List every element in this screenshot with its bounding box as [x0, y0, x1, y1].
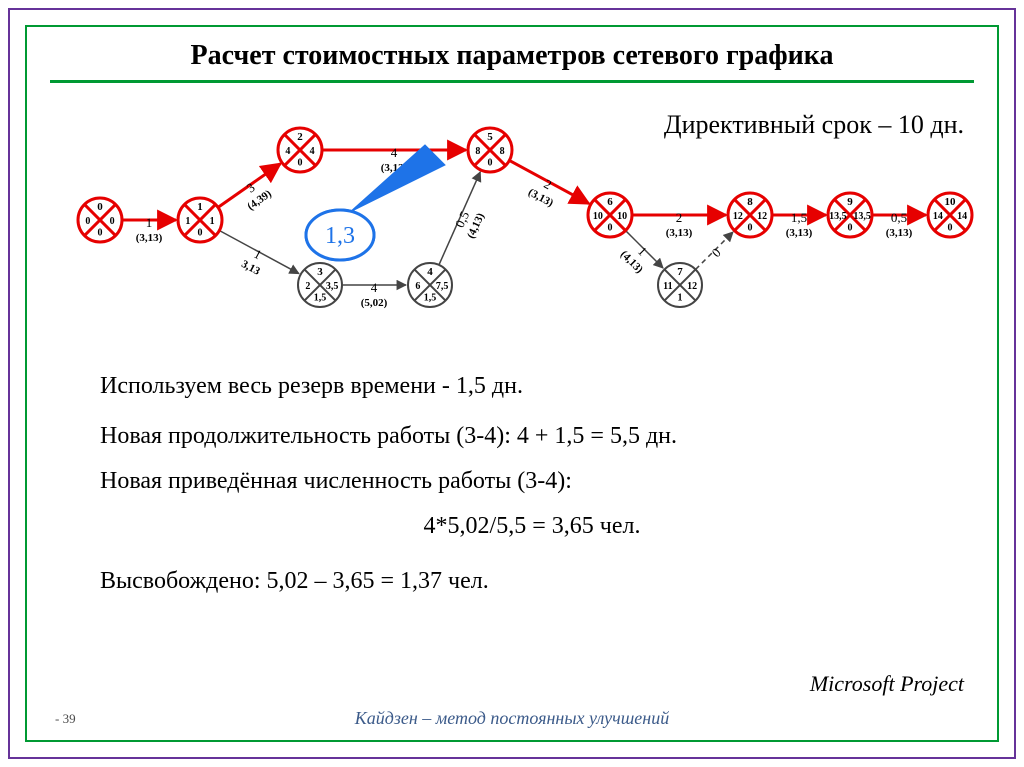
svg-text:4: 4 — [427, 266, 433, 278]
svg-text:8: 8 — [747, 196, 753, 208]
svg-text:13,5: 13,5 — [829, 211, 847, 222]
svg-text:(3,13): (3,13) — [526, 186, 555, 209]
svg-text:0: 0 — [98, 227, 103, 238]
svg-text:1: 1 — [210, 216, 215, 227]
node-8: 8 12 12 0 — [728, 193, 772, 237]
svg-text:7: 7 — [677, 266, 683, 278]
svg-text:1,5: 1,5 — [314, 292, 327, 303]
svg-text:0: 0 — [708, 245, 723, 260]
svg-text:(3,13): (3,13) — [666, 227, 693, 239]
footer-caption: Кайдзен – метод постоянных улучшений — [0, 708, 1024, 729]
text-line-1: Используем весь резерв времени - 1,5 дн. — [100, 370, 964, 404]
svg-text:2: 2 — [305, 281, 310, 292]
svg-text:0: 0 — [488, 157, 493, 168]
svg-text:3,13: 3,13 — [239, 258, 262, 278]
svg-text:3,5: 3,5 — [326, 281, 339, 292]
svg-text:2: 2 — [676, 210, 683, 225]
svg-text:1: 1 — [146, 215, 153, 230]
edge-label-1-2: 3(4,39) — [235, 174, 274, 213]
callout: 1,3 — [306, 145, 445, 260]
edge-label-1-3: 13,13 — [239, 243, 270, 278]
text-line-4: Высвобождено: 5,02 – 3,65 = 1,37 чел. — [100, 565, 964, 599]
node-10: 1014 14 0 — [928, 193, 972, 237]
node-0: 0000 — [78, 198, 122, 242]
svg-text:11: 11 — [663, 281, 672, 292]
node-6: 6 10 10 0 — [588, 193, 632, 237]
svg-text:1,3: 1,3 — [325, 223, 355, 249]
page-title: Расчет стоимостных параметров сетевого г… — [0, 40, 1024, 72]
svg-text:14: 14 — [933, 211, 943, 222]
brand-label: Microsoft Project — [810, 671, 964, 697]
svg-text:0: 0 — [748, 222, 753, 233]
svg-text:(5,02): (5,02) — [361, 297, 388, 309]
svg-text:12: 12 — [757, 211, 767, 222]
svg-text:0: 0 — [85, 216, 90, 227]
svg-text:8: 8 — [475, 146, 480, 157]
svg-text:0: 0 — [97, 201, 103, 213]
page-number: - 39 — [55, 711, 76, 727]
edges-group: 1(3,13)3(4,39)13,134(3,13)4(5,02)0,5(4,1… — [122, 145, 926, 309]
text-line-2: Новая продолжительность работы (3-4): 4 … — [100, 420, 964, 454]
svg-text:7,5: 7,5 — [436, 281, 449, 292]
svg-text:12: 12 — [733, 211, 743, 222]
svg-text:0: 0 — [608, 222, 613, 233]
svg-text:10: 10 — [593, 211, 603, 222]
text-line-3: Новая приведённая численность работы (3-… — [100, 465, 964, 499]
svg-text:13,5: 13,5 — [853, 211, 871, 222]
svg-text:0: 0 — [198, 227, 203, 238]
svg-text:0: 0 — [298, 157, 303, 168]
svg-text:(3,13): (3,13) — [786, 227, 813, 239]
node-9: 913,5 13,50 — [828, 193, 872, 237]
node-4: 46 7,51,5 — [408, 263, 452, 307]
edge-label-7-8: 0 — [708, 245, 723, 260]
svg-text:(3,13): (3,13) — [886, 227, 913, 239]
svg-text:0: 0 — [848, 222, 853, 233]
network-diagram: 1(3,13)3(4,39)13,134(3,13)4(5,02)0,5(4,1… — [40, 100, 980, 330]
svg-text:10: 10 — [945, 196, 957, 208]
svg-text:2: 2 — [297, 131, 303, 143]
svg-text:1: 1 — [185, 216, 190, 227]
svg-text:10: 10 — [617, 211, 627, 222]
svg-text:0,5: 0,5 — [891, 210, 907, 225]
svg-text:1: 1 — [678, 292, 683, 303]
svg-text:14: 14 — [957, 211, 967, 222]
svg-text:8: 8 — [500, 146, 505, 157]
svg-text:4: 4 — [310, 146, 315, 157]
svg-text:4: 4 — [285, 146, 290, 157]
svg-text:0: 0 — [110, 216, 115, 227]
text-formula: 4*5,02/5,5 = 3,65 чел. — [100, 510, 964, 544]
svg-text:(3,13): (3,13) — [136, 232, 163, 244]
svg-text:1: 1 — [635, 243, 650, 258]
svg-text:4: 4 — [391, 145, 398, 160]
node-1: 1110 — [178, 198, 222, 242]
svg-text:6: 6 — [607, 196, 613, 208]
title-underline — [50, 80, 974, 83]
svg-text:3: 3 — [317, 266, 323, 278]
svg-text:6: 6 — [415, 281, 420, 292]
svg-text:1: 1 — [197, 201, 203, 213]
nodes-group: 000011102440323,51,5467,51,5588061010071… — [78, 128, 972, 307]
svg-text:9: 9 — [847, 196, 853, 208]
node-3: 32 3,51,5 — [298, 263, 342, 307]
svg-text:1,5: 1,5 — [424, 292, 437, 303]
node-5: 58 80 — [468, 128, 512, 172]
edge-label-4-5: 0,5(4,13) — [450, 204, 488, 241]
svg-text:0: 0 — [948, 222, 953, 233]
svg-text:12: 12 — [687, 281, 697, 292]
svg-text:4: 4 — [371, 280, 378, 295]
node-2: 24 40 — [278, 128, 322, 172]
svg-text:5: 5 — [487, 131, 493, 143]
svg-text:1,5: 1,5 — [791, 210, 807, 225]
node-7: 7 11 12 1 — [658, 263, 702, 307]
edge-label-5-6: 2(3,13) — [526, 171, 563, 209]
